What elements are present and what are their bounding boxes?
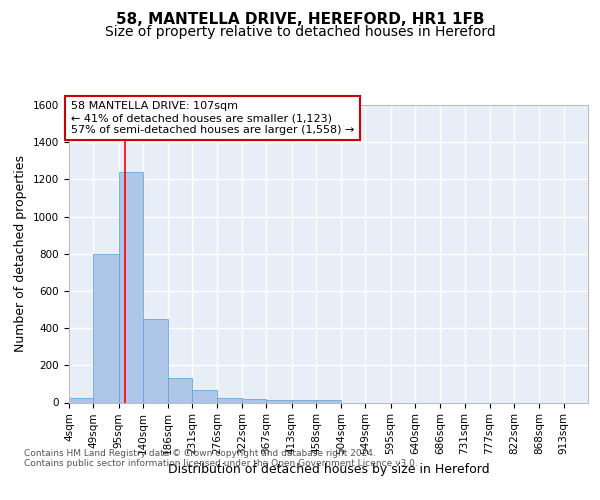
Bar	[266, 400, 292, 402]
X-axis label: Distribution of detached houses by size in Hereford: Distribution of detached houses by size …	[167, 462, 490, 475]
Text: 58 MANTELLA DRIVE: 107sqm
← 41% of detached houses are smaller (1,123)
57% of se: 58 MANTELLA DRIVE: 107sqm ← 41% of detac…	[71, 102, 354, 134]
Bar	[168, 378, 193, 402]
Bar	[143, 319, 168, 402]
Bar	[316, 400, 341, 402]
Text: 58, MANTELLA DRIVE, HEREFORD, HR1 1FB: 58, MANTELLA DRIVE, HEREFORD, HR1 1FB	[116, 12, 484, 28]
Bar	[217, 398, 242, 402]
Text: Contains public sector information licensed under the Open Government Licence v3: Contains public sector information licen…	[24, 458, 418, 468]
Bar	[292, 400, 316, 402]
Text: Size of property relative to detached houses in Hereford: Size of property relative to detached ho…	[104, 25, 496, 39]
Bar	[119, 172, 143, 402]
Bar	[242, 399, 266, 402]
Text: Contains HM Land Registry data © Crown copyright and database right 2024.: Contains HM Land Registry data © Crown c…	[24, 448, 376, 458]
Bar	[94, 254, 119, 402]
Bar	[69, 398, 94, 402]
Bar	[193, 390, 217, 402]
Y-axis label: Number of detached properties: Number of detached properties	[14, 155, 28, 352]
